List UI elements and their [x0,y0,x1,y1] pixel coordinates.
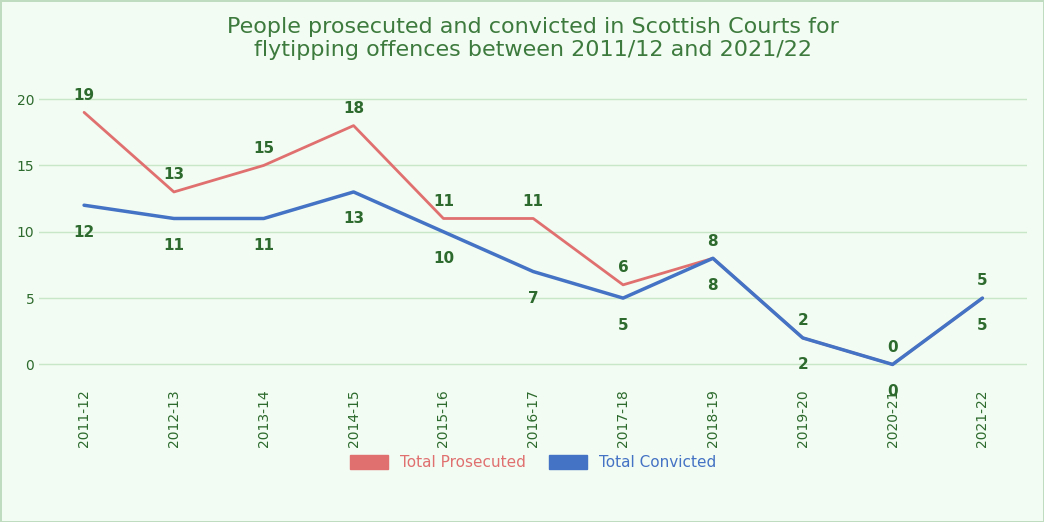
Text: 11: 11 [433,194,454,209]
Title: People prosecuted and convicted in Scottish Courts for
flytipping offences betwe: People prosecuted and convicted in Scott… [228,17,839,60]
Text: 8: 8 [708,278,718,293]
Total Convicted [886,361,899,367]
Total Convicted [797,335,809,341]
Text: 11: 11 [164,238,185,253]
Text: 2: 2 [798,358,808,372]
Legend: Total Prosecuted, Total Convicted: Total Prosecuted, Total Convicted [343,449,722,477]
Total Convicted [976,295,989,301]
Text: 11: 11 [254,238,275,253]
Total Convicted [348,189,360,195]
Total Prosecuted [797,335,809,341]
Total Convicted [527,268,540,275]
Text: 15: 15 [254,141,275,156]
Text: 0: 0 [887,384,898,399]
Total Prosecuted [976,295,989,301]
Total Prosecuted [886,361,899,367]
Text: 5: 5 [618,317,628,333]
Total Convicted [437,229,450,235]
Text: 5: 5 [977,317,988,333]
Total Convicted [707,255,719,262]
Total Convicted [168,216,181,222]
Text: 12: 12 [73,224,95,240]
Text: 6: 6 [618,260,628,275]
Text: 11: 11 [523,194,544,209]
Text: 8: 8 [708,233,718,248]
Total Convicted [617,295,630,301]
Text: 13: 13 [163,167,185,182]
Text: 2: 2 [798,313,808,328]
Total Prosecuted [707,255,719,262]
Total Prosecuted [348,123,360,129]
Line: Total Convicted: Total Convicted [85,192,982,364]
Total Prosecuted [617,282,630,288]
Text: 7: 7 [528,291,539,306]
Total Prosecuted [168,189,181,195]
Text: 19: 19 [73,88,95,103]
Text: 0: 0 [887,340,898,355]
Total Prosecuted [437,216,450,222]
Line: Total Prosecuted: Total Prosecuted [85,112,982,364]
Text: 5: 5 [977,274,988,288]
Total Prosecuted [78,109,91,115]
Total Convicted [78,202,91,208]
Total Prosecuted [527,216,540,222]
Total Convicted [258,216,270,222]
Text: 18: 18 [343,101,364,116]
Total Prosecuted [258,162,270,169]
Text: 13: 13 [343,211,364,227]
Text: 10: 10 [433,251,454,266]
